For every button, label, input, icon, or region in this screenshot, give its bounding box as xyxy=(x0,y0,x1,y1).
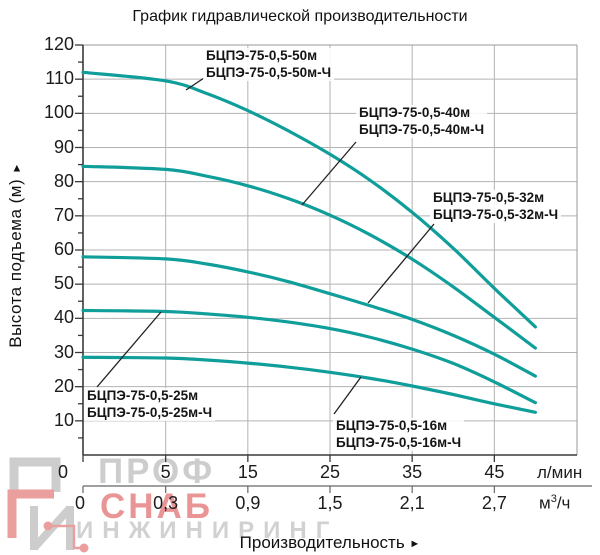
curve-label-40m: БЦПЭ-75-0,5-40м БЦПЭ-75-0,5-40м-Ч xyxy=(356,105,488,138)
y-tick-label: 40 xyxy=(53,307,74,328)
label-leader-line xyxy=(185,77,205,91)
y-tick-label: 90 xyxy=(53,136,74,157)
x-tick-label-lmin: 35 xyxy=(402,462,423,482)
watermark-logo-icon xyxy=(7,457,89,553)
x-axis-unit-m3h: м3/ч xyxy=(539,493,571,513)
y-tick-label: 10 xyxy=(53,409,74,430)
curve-label-32m: БЦПЭ-75-0,5-32м БЦПЭ-75-0,5-32м-Ч xyxy=(430,190,562,223)
x-tick-label-m3h: 0,9 xyxy=(235,493,261,513)
pump-curve-БЦПЭ-75-0,5-32м xyxy=(81,255,537,378)
y-tick-label: 50 xyxy=(53,273,74,294)
y-tick-label: 120 xyxy=(43,34,74,54)
pump-curve-БЦПЭ-75-0,5-25м xyxy=(81,308,537,405)
y-tick-label: 30 xyxy=(53,341,74,362)
y-tick-label: 60 xyxy=(53,239,74,259)
x-tick-label-m3h: 0 xyxy=(74,493,85,513)
pump-curve-БЦПЭ-75-0,5-40м xyxy=(81,164,537,350)
watermark-word-engineering: ИНЖИНИРИНГ xyxy=(76,517,339,544)
y-tick-label: 20 xyxy=(53,375,74,396)
watermark-word-prof: ПРОФ xyxy=(98,452,216,491)
up-arrow-icon: ► xyxy=(11,162,23,174)
y-tick-label: 100 xyxy=(43,102,74,123)
label-leader-line xyxy=(96,311,162,388)
y-tick-label: 110 xyxy=(45,68,74,89)
y-tick-label: 70 xyxy=(53,204,74,225)
label-leader-line xyxy=(367,223,435,304)
x-tick-label-m3h: 0,3 xyxy=(153,493,179,513)
x-tick-label-lmin: 25 xyxy=(319,462,341,482)
right-arrow-icon: ► xyxy=(409,538,421,550)
x-tick-label-m3h: 2,7 xyxy=(481,493,507,513)
label-leader-line xyxy=(301,141,357,206)
x-axis-title: Производительность ► xyxy=(239,533,421,552)
x-tick-label-lmin: 45 xyxy=(484,462,505,482)
y-tick-label: 80 xyxy=(53,170,74,191)
watermark-word-snab: СНАБ xyxy=(100,487,213,526)
curve-label-25m: БЦПЭ-75-0,5-25м БЦПЭ-75-0,5-25м-Ч xyxy=(84,388,216,421)
chart-title: График гидравлической производительности xyxy=(132,8,468,25)
y-axis-title: Высота подъема (м) ► xyxy=(6,162,25,348)
curve-label-16m: БЦПЭ-75-0,5-16м БЦПЭ-75-0,5-16м-Ч xyxy=(333,418,465,451)
pump-curve-БЦПЭ-75-0,5-16м xyxy=(81,355,537,414)
x-axis-unit-lmin: л/мин xyxy=(537,463,583,482)
x-tick-label-lmin: 15 xyxy=(237,462,258,482)
pump-curve-БЦПЭ-75-0,5-50м xyxy=(81,70,537,329)
x-tick-label-m3h: 2,1 xyxy=(399,493,425,513)
x-tick-label-lmin: 5 xyxy=(160,462,171,482)
curve-label-50m: БЦПЭ-75-0,5-50м БЦПЭ-75-0,5-50м-Ч xyxy=(203,48,335,81)
label-leader-line xyxy=(333,376,362,415)
x-tick-label-m3h: 1,5 xyxy=(317,493,343,513)
x-tick-label-lmin: 0 xyxy=(57,462,68,482)
